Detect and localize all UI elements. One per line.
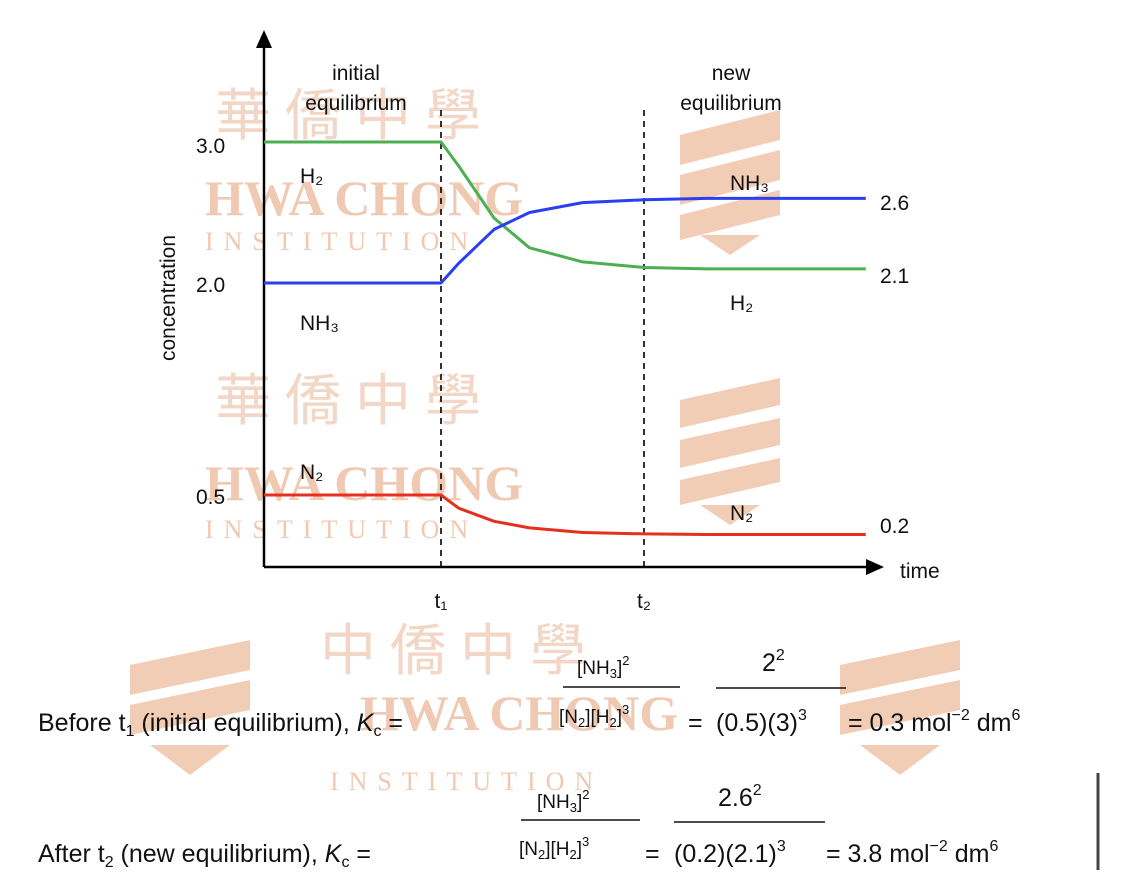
equation-before-den1: [N2][H2]3 — [559, 702, 629, 730]
equation-after-num2: 2.62 — [718, 782, 762, 812]
watermark-logo-top — [680, 110, 780, 255]
y-tick-labels: 3.0 2.0 0.5 — [196, 135, 225, 509]
equation-after-result: = 3.8 mol−2 dm6 — [826, 838, 998, 868]
watermark-name-top: HWA CHONG — [205, 170, 523, 226]
watermark-logo-mid — [680, 378, 780, 525]
region-label: new — [712, 62, 751, 85]
series-line — [264, 493, 866, 536]
watermark-name-mid: HWA CHONG — [205, 455, 523, 511]
watermark-cjk-bottom: 中 僑 中 學 — [320, 621, 586, 683]
equation-after-num1: [NH3]2 — [537, 787, 589, 815]
x-tick-label: t₁ — [435, 590, 448, 613]
y-tick-label: 3.0 — [196, 135, 225, 158]
equation-before-result: = 0.3 mol−2 dm6 — [848, 707, 1020, 737]
series-label-after: NH₃ — [730, 172, 769, 195]
y-tick-label: 0.5 — [196, 486, 225, 509]
series-labels: H₂ H₂ 2.1 NH₃ NH₃ 2.6 N₂ N₂ 0.2 — [300, 165, 909, 538]
equation-before-den2: (0.5)(3)3 — [716, 707, 807, 737]
series-end-value: 2.6 — [880, 192, 909, 215]
series-label-before: N₂ — [300, 461, 323, 484]
region-labels: initial equilibrium new equilibrium — [305, 62, 782, 115]
watermark-cjk-mid: 華 僑 中 學 — [215, 371, 481, 433]
equation-before-num2: 22 — [762, 647, 785, 677]
equation-before: Before t1 (initial equilibrium), Kc = [N… — [38, 647, 1020, 740]
series-end-value: 0.2 — [880, 515, 909, 538]
y-axis-arrow — [256, 30, 272, 48]
series-label-before: NH₃ — [300, 312, 339, 335]
watermark-sub-bottom: INSTITUTION — [330, 767, 603, 796]
x-axis-arrow — [866, 559, 884, 575]
region-label: equilibrium — [680, 92, 782, 115]
watermark-logo-bottom-right — [840, 640, 960, 775]
region-label: initial — [332, 62, 380, 85]
watermark-sub-top: INSTITUTION — [205, 227, 478, 256]
series-label-after: H₂ — [730, 292, 753, 315]
equation-after-den2: (0.2)(2.1)3 — [674, 838, 786, 868]
series-label-after: N₂ — [730, 502, 753, 525]
equation-after-eq2: = — [645, 840, 660, 868]
series-end-value: 2.1 — [880, 265, 909, 288]
series-line — [264, 196, 866, 285]
series-line — [264, 140, 866, 271]
equation-before-lhs: Before t1 (initial equilibrium), Kc = — [38, 709, 403, 740]
series-lines — [264, 140, 866, 536]
x-tick-labels: t₁ t₂ — [435, 590, 651, 613]
region-label: equilibrium — [305, 92, 407, 115]
series-label-before: H₂ — [300, 165, 323, 188]
axes — [256, 30, 884, 575]
y-axis-label: concentration — [157, 235, 180, 361]
watermark-name-bottom: HWA CHONG — [360, 685, 678, 741]
equation-after-lhs: After t2 (new equilibrium), Kc = — [38, 840, 371, 871]
watermark: 華 僑 中 學 HWA CHONG INSTITUTION 華 僑 中 學 HW… — [130, 86, 960, 796]
y-tick-label: 2.0 — [196, 274, 225, 297]
x-axis-label: time — [900, 560, 940, 583]
equation-after: After t2 (new equilibrium), Kc = [NH3]2 … — [38, 782, 998, 871]
equation-before-num1: [NH3]2 — [577, 653, 629, 681]
watermark-cjk-top: 華 僑 中 學 — [215, 86, 481, 148]
equation-before-eq2: = — [688, 709, 703, 737]
watermark-logo-bottom-left — [130, 640, 250, 775]
x-tick-label: t₂ — [637, 590, 651, 613]
equation-after-den1: [N2][H2]3 — [519, 834, 589, 862]
watermark-sub-mid: INSTITUTION — [205, 515, 478, 544]
